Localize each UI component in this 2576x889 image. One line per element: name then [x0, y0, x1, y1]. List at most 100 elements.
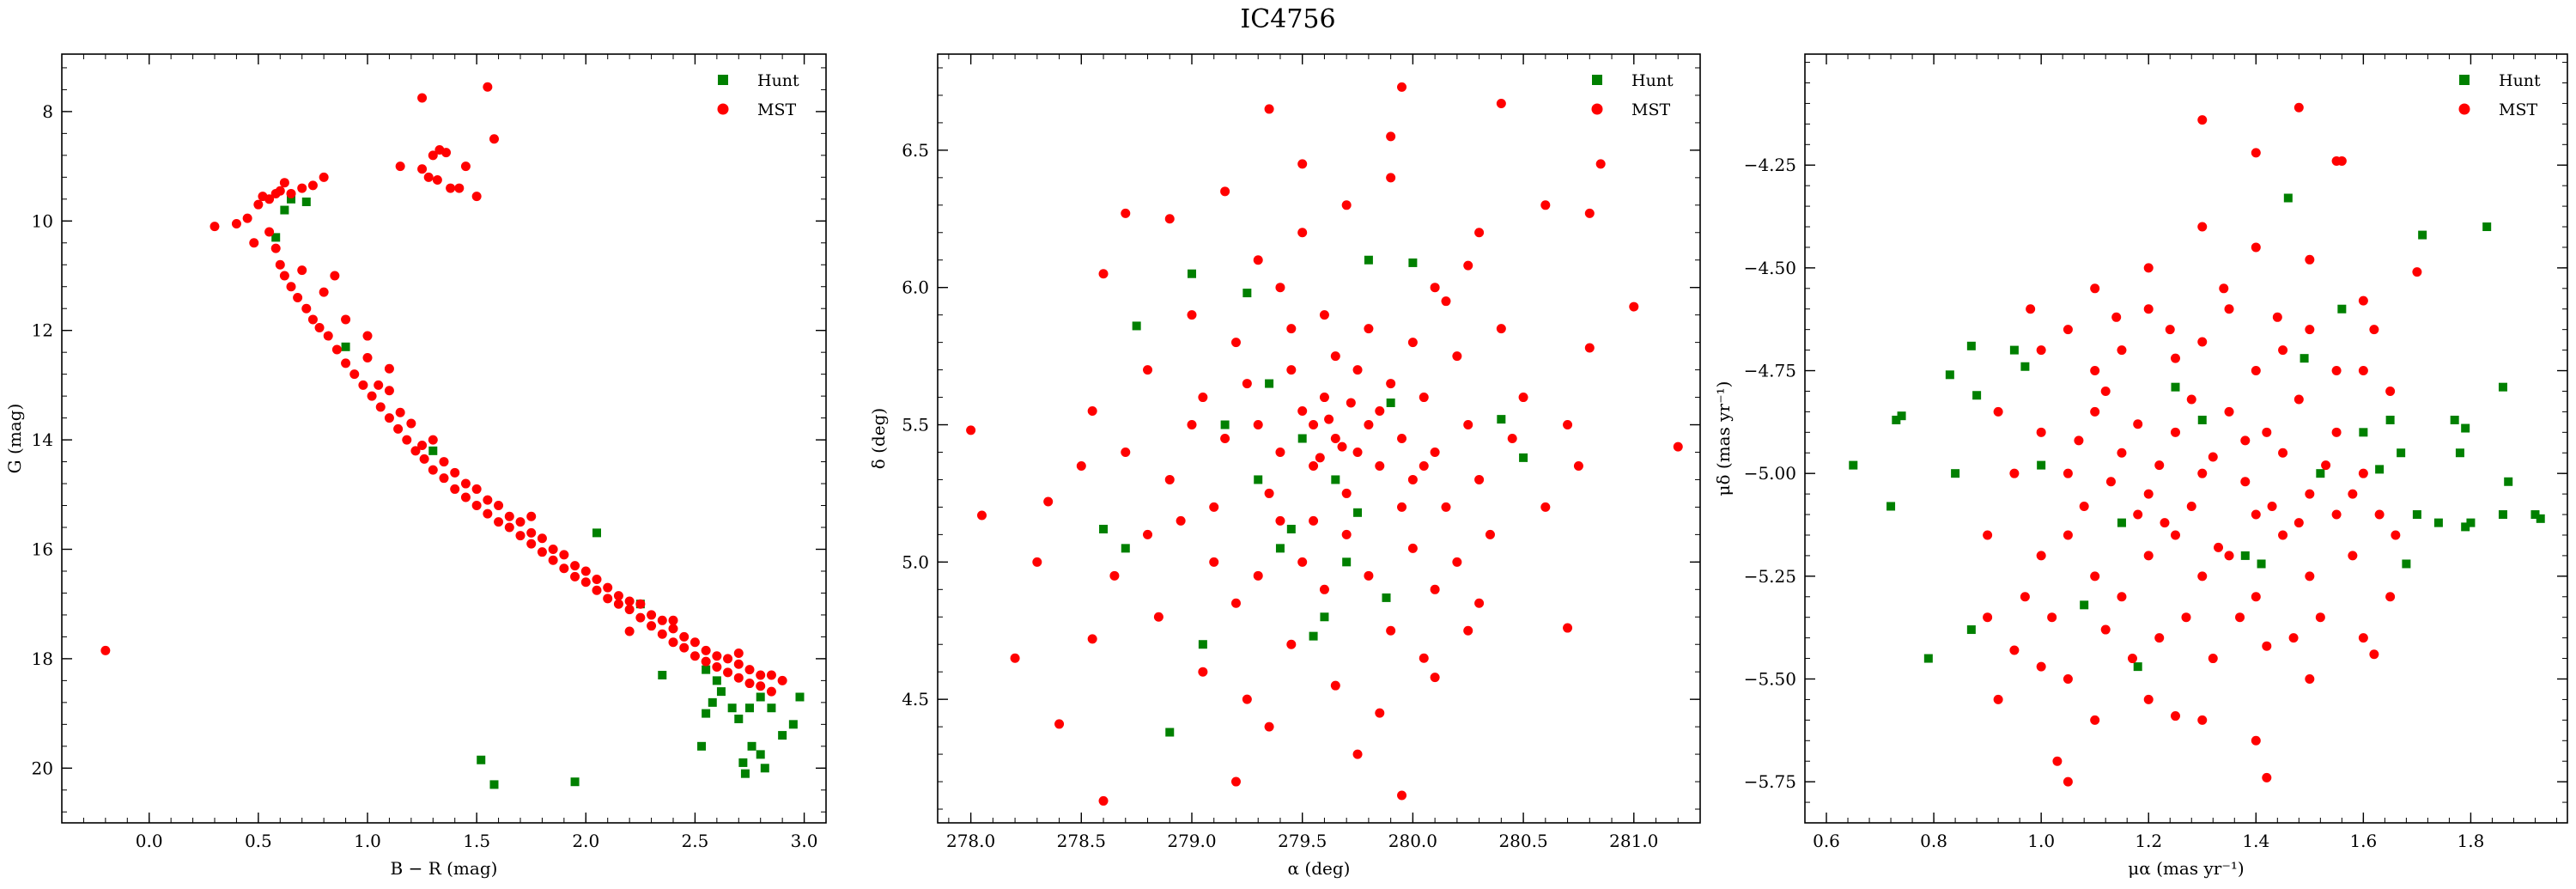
- point-mst: [460, 492, 471, 502]
- point-mst: [613, 599, 623, 609]
- point-mst: [1319, 393, 1329, 403]
- point-hunt: [2385, 415, 2395, 424]
- point-mst: [2224, 304, 2234, 314]
- point-mst: [1364, 570, 1374, 581]
- panel-2: 278.0 278.5 279.0 279.5 280.0 280.5 281.0 4.5 5.…: [868, 53, 1701, 879]
- point-mst: [2186, 501, 2196, 511]
- point-hunt: [1923, 654, 1933, 663]
- x-tick-label: 2.5: [682, 831, 709, 851]
- point-mst: [1198, 667, 1208, 677]
- point-mst: [374, 380, 384, 390]
- point-hunt: [702, 665, 711, 674]
- point-mst: [2262, 641, 2272, 651]
- point-mst: [446, 183, 456, 193]
- point-mst: [1242, 379, 1252, 389]
- point-mst: [1518, 393, 1528, 403]
- point-mst: [428, 435, 438, 445]
- point-mst: [712, 661, 722, 672]
- point-mst: [2181, 612, 2191, 623]
- point-mst: [331, 344, 342, 355]
- point-mst: [1346, 398, 1356, 408]
- point-mst: [423, 172, 434, 182]
- point-mst: [2036, 551, 2046, 561]
- point-hunt: [2536, 514, 2545, 523]
- point-hunt: [428, 446, 438, 455]
- point-mst: [1375, 460, 1385, 471]
- point-mst: [1275, 283, 1285, 293]
- point-hunt: [1275, 544, 1285, 553]
- point-mst: [341, 358, 351, 368]
- point-mst: [1629, 301, 1639, 312]
- point-mst: [603, 594, 613, 604]
- point-mst: [402, 435, 412, 445]
- point-mst: [1324, 414, 1334, 424]
- point-hunt: [740, 769, 750, 778]
- point-mst: [2293, 394, 2304, 405]
- point-mst: [2197, 715, 2208, 725]
- point-mst: [1264, 104, 1274, 114]
- point-mst: [1474, 228, 1485, 238]
- point-mst: [1540, 502, 1551, 512]
- point-mst: [1352, 447, 1363, 457]
- y-tick-label: −4.50: [1744, 258, 1796, 278]
- point-mst: [270, 243, 281, 253]
- point-hunt: [2498, 382, 2507, 392]
- point-mst: [1297, 406, 1308, 417]
- point-mst: [1430, 673, 1440, 683]
- point-mst: [2090, 406, 2100, 417]
- panels: 0.0 0.5 1.0 1.5 2.0 2.5 3.0 8 10 12 14 16 18 20 B − R …: [4, 53, 2568, 879]
- x-tick-label: 3.0: [791, 831, 818, 851]
- point-hunt: [1220, 420, 1230, 429]
- point-hunt: [2498, 510, 2507, 520]
- point-hunt: [1342, 557, 1352, 567]
- point-mst: [1419, 393, 1429, 403]
- y-tick-label: −5.50: [1744, 668, 1796, 689]
- point-mst: [1330, 680, 1340, 691]
- point-mst: [417, 93, 428, 103]
- point-mst: [2047, 612, 2057, 623]
- y-tick-label: 5.5: [902, 415, 929, 435]
- point-mst: [2219, 283, 2229, 294]
- axes-frame: [1804, 53, 2568, 824]
- point-mst: [1153, 612, 1163, 622]
- point-mst: [2358, 633, 2368, 643]
- point-mst: [2154, 460, 2165, 471]
- point-mst: [2197, 468, 2208, 478]
- point-mst: [2358, 295, 2368, 306]
- point-mst: [1386, 131, 1396, 142]
- point-hunt: [2455, 448, 2464, 458]
- point-mst: [450, 484, 460, 494]
- point-mst: [2009, 645, 2020, 655]
- point-mst: [2074, 435, 2084, 446]
- point-hunt: [702, 709, 711, 718]
- x-tick-label: 279.0: [1167, 831, 1216, 851]
- point-mst: [2090, 366, 2100, 376]
- point-mst: [2251, 242, 2261, 253]
- point-mst: [559, 550, 569, 560]
- y-tick-label: 12: [32, 320, 53, 341]
- legend: Hunt MST: [717, 71, 799, 119]
- point-mst: [395, 407, 405, 417]
- point-mst: [2170, 711, 2180, 722]
- point-mst: [515, 531, 526, 541]
- point-mst: [417, 440, 428, 450]
- point-mst: [2251, 592, 2261, 602]
- legend-marker-mst: [1591, 103, 1603, 115]
- point-mst: [2315, 612, 2325, 623]
- point-hunt: [2009, 345, 2019, 355]
- point-mst: [471, 501, 482, 511]
- point-hunt: [1331, 475, 1340, 484]
- point-mst: [668, 624, 678, 634]
- point-hunt: [1951, 469, 1960, 478]
- point-mst: [1242, 694, 1252, 704]
- point-mst: [1286, 324, 1297, 334]
- point-mst: [1474, 474, 1485, 484]
- point-mst: [1584, 208, 1595, 218]
- point-mst: [1441, 296, 1451, 307]
- point-mst: [1352, 365, 1363, 375]
- point-mst: [733, 659, 744, 669]
- point-mst: [679, 631, 690, 642]
- point-mst: [1397, 434, 1407, 443]
- point-mst: [2170, 353, 2180, 363]
- point-hunt: [1254, 475, 1263, 484]
